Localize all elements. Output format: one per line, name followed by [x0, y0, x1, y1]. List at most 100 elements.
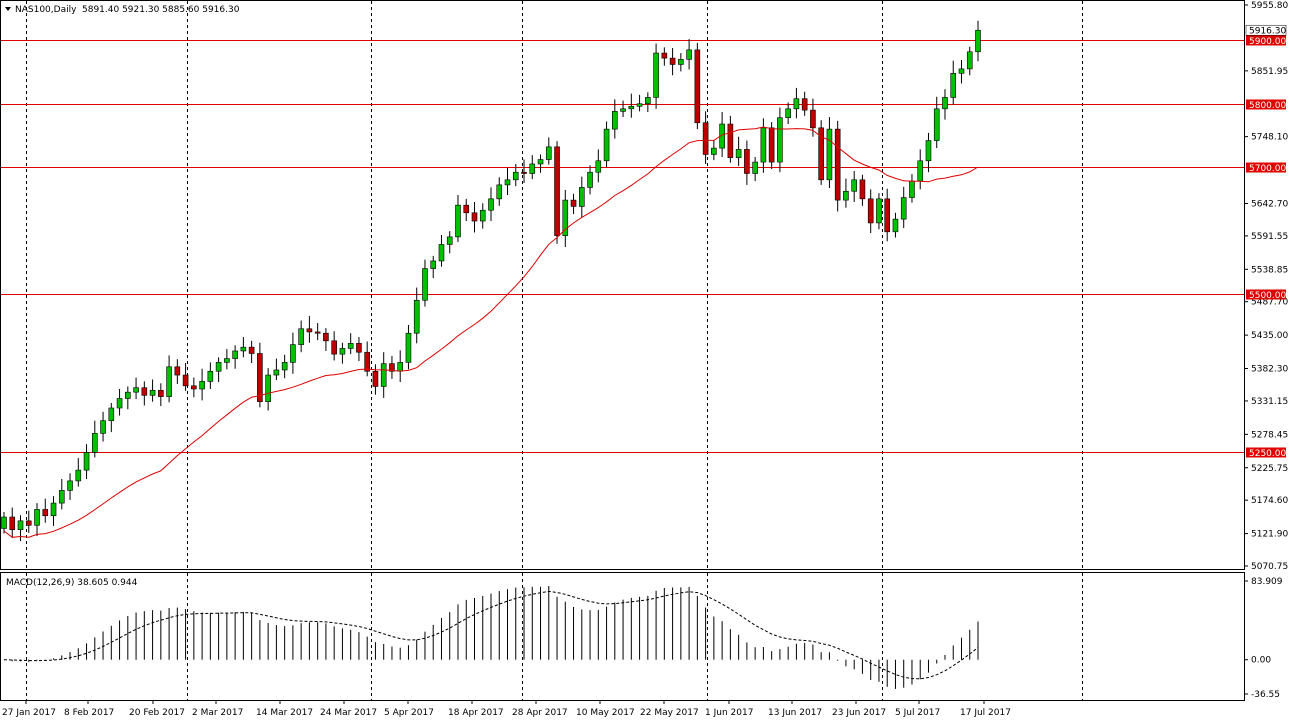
candle[interactable] [42, 498, 49, 523]
candle[interactable] [166, 355, 172, 403]
candle[interactable] [859, 174, 866, 206]
candle[interactable] [488, 187, 494, 222]
candle[interactable] [843, 178, 849, 208]
candle[interactable] [347, 333, 354, 355]
candle[interactable] [133, 377, 139, 400]
candle[interactable] [975, 20, 981, 62]
candle[interactable] [75, 458, 82, 487]
candle[interactable] [463, 198, 470, 222]
candle[interactable] [182, 363, 189, 391]
candle[interactable] [174, 359, 181, 384]
candle[interactable] [595, 149, 602, 183]
candle[interactable] [405, 324, 412, 370]
candle[interactable] [537, 154, 544, 173]
candle[interactable] [876, 193, 882, 230]
candle[interactable] [125, 386, 131, 410]
candle[interactable] [298, 320, 304, 353]
candle[interactable] [851, 170, 857, 203]
candle[interactable] [554, 141, 560, 244]
candle[interactable] [612, 99, 618, 139]
candle[interactable] [314, 323, 321, 341]
candle[interactable] [793, 87, 800, 119]
candle[interactable] [785, 102, 791, 125]
candle[interactable] [25, 510, 32, 533]
candle[interactable] [966, 46, 973, 76]
candle[interactable] [603, 121, 610, 168]
candle[interactable] [471, 202, 478, 233]
candle[interactable] [570, 193, 577, 215]
candle[interactable] [199, 368, 205, 401]
candle[interactable] [512, 163, 519, 187]
candle[interactable] [562, 189, 569, 248]
candle[interactable] [826, 117, 833, 189]
candle[interactable] [933, 96, 940, 149]
candle[interactable] [281, 354, 288, 379]
candle[interactable] [149, 379, 156, 402]
candle[interactable] [413, 287, 420, 344]
candle[interactable] [892, 212, 899, 238]
candle[interactable] [669, 47, 676, 76]
candle[interactable] [504, 167, 511, 196]
candle[interactable] [867, 189, 874, 234]
candle[interactable] [496, 177, 503, 206]
candle[interactable] [925, 132, 932, 173]
candle[interactable] [884, 188, 891, 242]
candle[interactable] [215, 357, 222, 383]
candle[interactable] [686, 39, 692, 70]
candle[interactable] [290, 332, 296, 374]
candle[interactable] [380, 352, 387, 398]
candle[interactable] [430, 255, 437, 279]
candle[interactable] [116, 388, 123, 416]
candle[interactable] [339, 342, 346, 364]
candle[interactable] [678, 53, 684, 72]
candle[interactable] [91, 420, 98, 458]
candle[interactable] [768, 122, 775, 170]
candle[interactable] [158, 383, 164, 407]
candle[interactable] [834, 120, 841, 212]
candle[interactable] [207, 362, 214, 389]
candlesticks[interactable] [1, 20, 981, 542]
candle[interactable] [422, 259, 428, 307]
candle[interactable] [727, 115, 734, 163]
candle[interactable] [248, 340, 255, 364]
candle[interactable] [777, 107, 783, 173]
candle[interactable] [942, 89, 948, 120]
candle[interactable] [900, 186, 907, 228]
candle[interactable] [620, 100, 626, 118]
candle[interactable] [331, 331, 337, 361]
candle[interactable] [479, 203, 486, 229]
candle[interactable] [636, 94, 643, 112]
candle[interactable] [9, 507, 16, 538]
candle[interactable] [735, 136, 742, 166]
candle[interactable] [752, 157, 758, 182]
candle[interactable] [628, 93, 635, 118]
candle[interactable] [521, 159, 527, 183]
candle[interactable] [224, 349, 230, 370]
candle[interactable] [744, 140, 750, 185]
candle[interactable] [141, 381, 148, 406]
candle[interactable] [587, 165, 593, 195]
candle[interactable] [653, 43, 659, 109]
candle[interactable] [108, 402, 115, 433]
candle[interactable] [702, 111, 709, 164]
candle[interactable] [191, 377, 197, 398]
candle[interactable] [306, 316, 313, 343]
candle[interactable] [446, 231, 453, 254]
candle[interactable] [100, 411, 106, 442]
candle[interactable] [958, 60, 965, 84]
candle[interactable] [529, 155, 536, 180]
candle[interactable] [232, 345, 238, 369]
candle[interactable] [438, 234, 445, 267]
candle[interactable] [257, 342, 263, 408]
collapse-triangle-icon[interactable] [5, 7, 11, 11]
candle[interactable] [356, 337, 362, 362]
candle[interactable] [694, 42, 701, 130]
candle[interactable] [645, 92, 651, 112]
candle[interactable] [389, 356, 395, 379]
candle[interactable] [1, 511, 7, 534]
candle[interactable] [578, 176, 585, 218]
candle[interactable] [58, 479, 65, 510]
candle[interactable] [34, 503, 40, 537]
candle[interactable] [364, 341, 370, 377]
candle[interactable] [818, 120, 824, 185]
